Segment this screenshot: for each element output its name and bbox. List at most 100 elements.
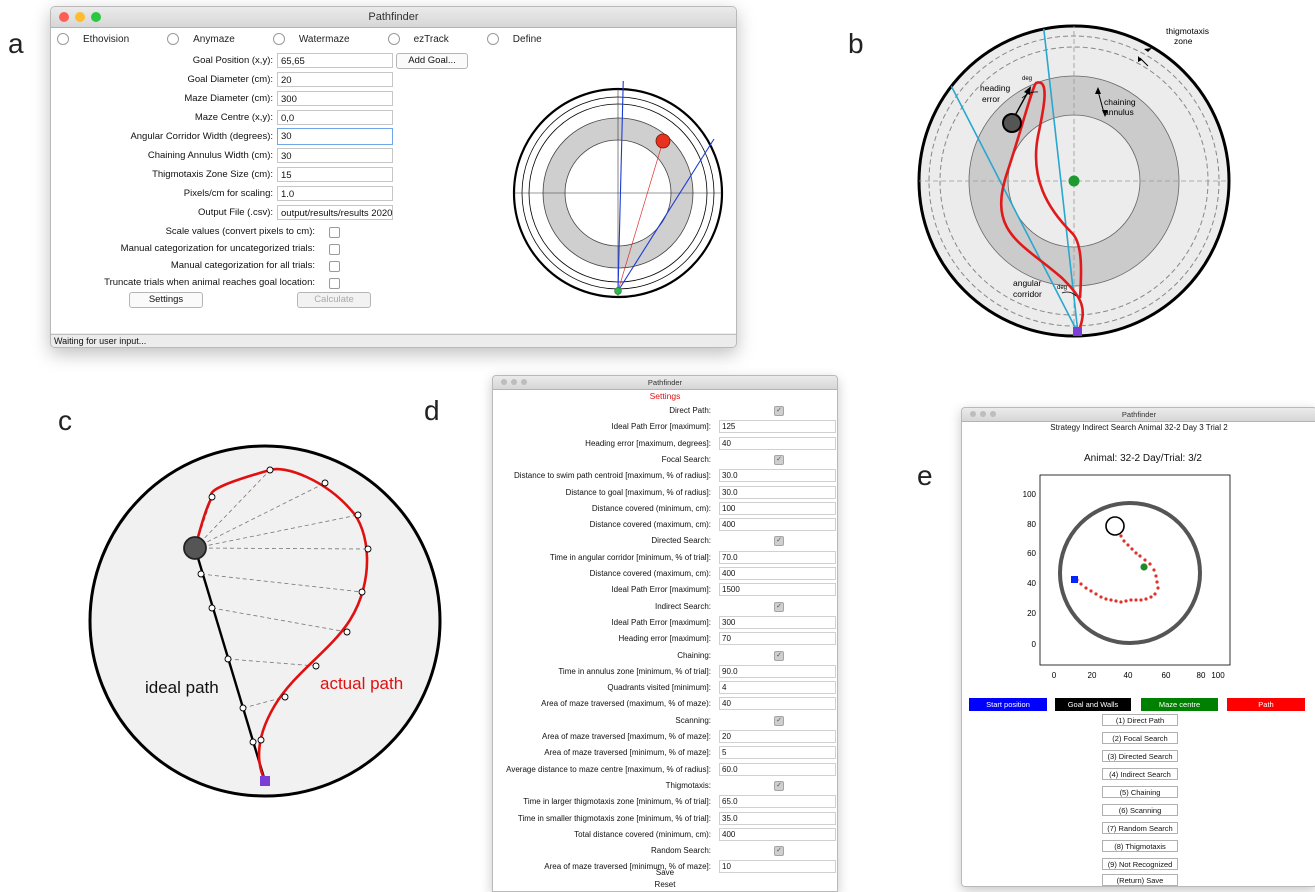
settings-value-input[interactable]: 65.0 [719, 795, 836, 809]
manual-all-checkbox[interactable] [329, 261, 340, 272]
indirect-search-button[interactable]: (4) Indirect Search [1102, 768, 1178, 780]
settings-row: Random Search: ✓ [493, 843, 835, 860]
path-points [1075, 534, 1160, 604]
save-button[interactable]: Save [655, 868, 675, 877]
strategy-enable-checkbox[interactable]: ✓ [774, 454, 784, 465]
manual-all-row: Manual categorization for all trials: [51, 258, 315, 274]
return-save-button[interactable]: (Return) Save [1102, 874, 1178, 886]
minimize-icon[interactable] [511, 379, 517, 385]
radio-anymaze[interactable]: Anymaze [167, 33, 273, 45]
directed-search-button[interactable]: (3) Directed Search [1102, 750, 1178, 762]
strategy-enable-checkbox[interactable]: ✓ [774, 715, 784, 726]
settings-value-input[interactable]: 70.0 [719, 550, 836, 564]
thigmotaxis-zone-input[interactable]: 15 [277, 167, 393, 182]
angular-corridor-label: Angular Corridor Width (degrees): [130, 131, 273, 142]
chaining-label-1: chaining [1104, 97, 1136, 107]
strategy-enable-checkbox[interactable]: ✓ [774, 536, 784, 547]
settings-heading: Settings [649, 391, 681, 401]
thigmotaxis-button[interactable]: (8) Thigmotaxis [1102, 840, 1178, 852]
settings-value-input[interactable]: 40 [719, 436, 836, 450]
settings-row-label: Direct Path: [669, 406, 711, 415]
manual-uncategorized-checkbox[interactable] [329, 244, 340, 255]
radio-define[interactable]: Define [486, 33, 542, 45]
strategy-enable-checkbox[interactable]: ✓ [774, 780, 784, 791]
close-icon[interactable] [970, 411, 976, 417]
settings-value-input[interactable]: 10 [719, 860, 836, 874]
panel-label-d: d [424, 395, 440, 426]
chaining-annulus-row: Chaining Annulus Width (cm): [51, 148, 273, 164]
pixels-scaling-input[interactable]: 1.0 [277, 186, 393, 201]
settings-value-input[interactable]: 90.0 [719, 664, 836, 678]
settings-row: Area of maze traversed [maximum, % of ma… [493, 729, 836, 746]
radio-ethovision[interactable]: Ethovision [57, 33, 167, 45]
scanning-button[interactable]: (6) Scanning [1102, 804, 1178, 816]
settings-value-input[interactable]: 60.0 [719, 762, 836, 776]
settings-value-input[interactable]: 300 [719, 615, 836, 629]
settings-row-label: Distance covered (maximum, cm): [589, 520, 711, 530]
chaining-annulus-label: Chaining Annulus Width (cm): [147, 150, 273, 161]
maze-centre-input[interactable]: 0,0 [277, 110, 393, 125]
manual-all-label: Manual categorization for all trials: [170, 260, 315, 271]
settings-value-input[interactable]: 125 [719, 420, 836, 434]
minimize-icon[interactable] [75, 12, 85, 22]
settings-value-input[interactable]: 40 [719, 697, 836, 711]
goal-diameter-input[interactable]: 20 [277, 72, 393, 87]
settings-row-label: Time in larger thigmotaxis zone [minimum… [523, 797, 711, 807]
settings-value-input[interactable]: 400 [719, 518, 836, 532]
thigmotaxis-arrow [1139, 57, 1149, 67]
settings-value-input[interactable]: 1500 [719, 583, 836, 597]
settings-row: Scanning: ✓ [493, 713, 835, 730]
settings-window-title: Pathfinder [647, 378, 683, 387]
settings-value-input[interactable]: 4 [719, 681, 836, 695]
corridor-line-left [1041, 26, 1079, 334]
direct-path-button[interactable]: (1) Direct Path [1102, 714, 1178, 726]
strategy-titlebar: Pathfinder [962, 408, 1315, 422]
strategy-enable-checkbox[interactable]: ✓ [774, 846, 784, 857]
settings-value-input[interactable]: 35.0 [719, 811, 836, 825]
calculate-button[interactable]: Calculate [297, 292, 371, 308]
settings-value-input[interactable]: 400 [719, 827, 836, 841]
strategy-enable-checkbox[interactable]: ✓ [774, 601, 784, 612]
strategy-enable-checkbox[interactable]: ✓ [774, 406, 784, 416]
focal-search-button[interactable]: (2) Focal Search [1102, 732, 1178, 744]
close-icon[interactable] [59, 12, 69, 22]
random-search-button[interactable]: (7) Random Search [1102, 822, 1178, 834]
minimize-icon[interactable] [980, 411, 986, 417]
zoom-icon[interactable] [990, 411, 996, 417]
settings-value-input[interactable]: 70 [719, 632, 836, 646]
radio-watermaze[interactable]: Watermaze [272, 33, 388, 45]
settings-button[interactable]: Settings [129, 292, 203, 308]
settings-row-label: Distance covered (minimum, cm): [591, 503, 711, 513]
chaining-annulus-input[interactable]: 30 [277, 148, 393, 163]
settings-value-input[interactable]: 5 [719, 746, 836, 760]
add-goal-button[interactable]: Add Goal... [396, 53, 468, 69]
goal-position-input[interactable]: 65,65 [277, 53, 393, 68]
chaining-button[interactable]: (5) Chaining [1102, 786, 1178, 798]
heading-schematic: thigmotaxis zone heading error deg chain… [917, 24, 1231, 338]
zoom-icon[interactable] [521, 379, 527, 385]
chaining-label-2: annulus [1104, 107, 1134, 117]
truncate-checkbox[interactable] [329, 278, 340, 289]
not-recognized-button[interactable]: (9) Not Recognized [1102, 858, 1178, 870]
settings-row: Time in larger thigmotaxis zone [minimum… [493, 794, 836, 811]
settings-value-input[interactable]: 100 [719, 501, 836, 515]
settings-row-label: Ideal Path Error [maximum]: [611, 422, 711, 432]
pixels-scaling-row: Pixels/cm for scaling: [51, 186, 273, 202]
start-marker [260, 776, 270, 786]
strategy-enable-checkbox[interactable]: ✓ [774, 650, 784, 661]
settings-value-input[interactable]: 20 [719, 730, 836, 743]
scale-values-checkbox[interactable] [329, 227, 340, 238]
output-file-input[interactable]: output/results/results 2020 [277, 205, 393, 220]
zoom-icon[interactable] [91, 12, 101, 22]
close-icon[interactable] [501, 379, 507, 385]
settings-value-input[interactable]: 400 [719, 567, 836, 580]
reset-button[interactable]: Reset [654, 880, 676, 889]
maze-diameter-input[interactable]: 300 [277, 91, 393, 106]
window-title: Pathfinder [368, 11, 419, 23]
corridor-line-right [617, 138, 715, 292]
radio-eztrack[interactable]: ezTrack [387, 33, 487, 45]
angular-corridor-input[interactable]: 30 [277, 128, 393, 145]
settings-value-input[interactable]: 30.0 [719, 485, 836, 499]
settings-value-input[interactable]: 30.0 [719, 469, 836, 483]
settings-row: Distance covered (maximum, cm): 400 [493, 517, 836, 534]
